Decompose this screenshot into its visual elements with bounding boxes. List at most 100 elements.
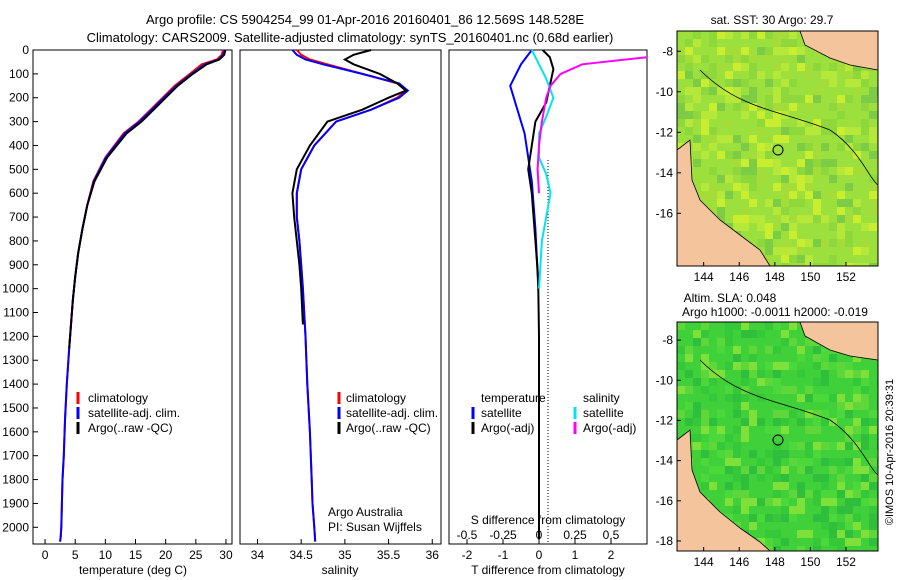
map-cell <box>677 362 685 370</box>
map-cell <box>821 71 829 79</box>
map-cell <box>861 103 869 111</box>
map-cell <box>725 191 733 199</box>
map-cell <box>853 207 861 215</box>
difference-lines <box>509 49 648 540</box>
map-cell <box>845 490 853 498</box>
map-cell <box>693 410 701 418</box>
map-cell <box>741 402 749 410</box>
legend-satellite-label: satellite-adj. clim. <box>346 406 438 420</box>
imos-timestamp: ©IMOS 10-Apr-2016 20:39:31 <box>884 379 896 525</box>
map-cell <box>853 394 861 402</box>
map-cell <box>757 474 765 482</box>
map-cell <box>773 378 781 386</box>
map-cell <box>685 47 693 55</box>
map-cell <box>845 79 853 87</box>
map-cell <box>837 223 845 231</box>
map-cell <box>701 426 709 434</box>
map-cell <box>821 143 829 151</box>
sst-lon-ticks: 144 146 148 150 152 <box>694 262 856 284</box>
map-cell <box>709 191 717 199</box>
map-cell <box>781 247 789 255</box>
map-cell <box>781 482 789 490</box>
map-cell <box>853 215 861 223</box>
legend-temperature-title: temperature <box>481 391 546 405</box>
map-cell <box>765 231 773 239</box>
map-cell <box>757 498 765 506</box>
map-cell <box>821 239 829 247</box>
map-cell <box>797 47 805 55</box>
map-cell <box>781 127 789 135</box>
map-cell <box>789 386 797 394</box>
map-cell <box>701 87 709 95</box>
map-cell <box>797 442 805 450</box>
map-cell <box>773 410 781 418</box>
map-cell <box>853 127 861 135</box>
map-cell <box>821 370 829 378</box>
map-cell <box>829 514 837 522</box>
map-cell <box>805 530 813 538</box>
y-tick-label: 1800 <box>2 473 29 487</box>
map-cell <box>733 159 741 167</box>
map-cell <box>733 79 741 87</box>
map-cell <box>853 466 861 474</box>
map-cell <box>789 127 797 135</box>
map-cell <box>773 362 781 370</box>
map-cell <box>773 183 781 191</box>
map-cell <box>797 95 805 103</box>
map-cell <box>837 111 845 119</box>
map-cell <box>717 175 725 183</box>
map-cell <box>725 490 733 498</box>
map-cell <box>845 263 853 266</box>
figure-title-line1: Argo profile: CS 5904254_99 01-Apr-2016 … <box>146 12 584 27</box>
lat-tick-label: -12 <box>656 413 674 427</box>
map-cell <box>693 87 701 95</box>
map-cell <box>717 346 725 354</box>
map-cell <box>789 231 797 239</box>
map-cell <box>781 167 789 175</box>
map-cell <box>789 79 797 87</box>
map-cell <box>733 490 741 498</box>
map-cell <box>741 55 749 63</box>
map-cell <box>749 362 757 370</box>
map-cell <box>693 378 701 386</box>
map-cell <box>733 87 741 95</box>
map-cell <box>837 127 845 135</box>
map-cell <box>781 450 789 458</box>
map-cell <box>757 119 765 127</box>
map-cell <box>845 410 853 418</box>
map-cell <box>733 183 741 191</box>
salinity-axes-frame <box>239 49 442 545</box>
map-cell <box>813 450 821 458</box>
map-cell <box>717 31 725 39</box>
lat-tick-label: -10 <box>656 373 674 387</box>
map-cell <box>829 394 837 402</box>
map-cell <box>861 247 869 255</box>
map-cell <box>709 63 717 71</box>
y-tick-label: 800 <box>9 234 29 248</box>
x-tick-label: 15 <box>129 548 143 562</box>
map-cell <box>741 63 749 71</box>
map-cell <box>709 143 717 151</box>
map-cell <box>813 426 821 434</box>
map-cell <box>749 63 757 71</box>
map-cell <box>837 442 845 450</box>
map-cell <box>717 207 725 215</box>
map-cell <box>741 111 749 119</box>
map-cell <box>869 506 877 514</box>
map-cell <box>861 223 869 231</box>
map-cell <box>837 95 845 103</box>
map-cell <box>757 378 765 386</box>
map-cell <box>709 378 717 386</box>
map-cell <box>781 87 789 95</box>
map-cell <box>869 474 877 482</box>
map-cell <box>829 79 837 87</box>
temperature-lines <box>59 49 227 542</box>
salinity-annotation-line1: Argo Australia <box>328 505 403 519</box>
map-cell <box>733 322 741 330</box>
map-cell <box>805 215 813 223</box>
map-cell <box>725 47 733 55</box>
map-cell <box>741 159 749 167</box>
sst-map: sat. SST: 30 Argo: 29.7 144 146 148 150 152 … <box>656 13 879 284</box>
map-cell <box>805 263 813 266</box>
map-cell <box>701 354 709 362</box>
